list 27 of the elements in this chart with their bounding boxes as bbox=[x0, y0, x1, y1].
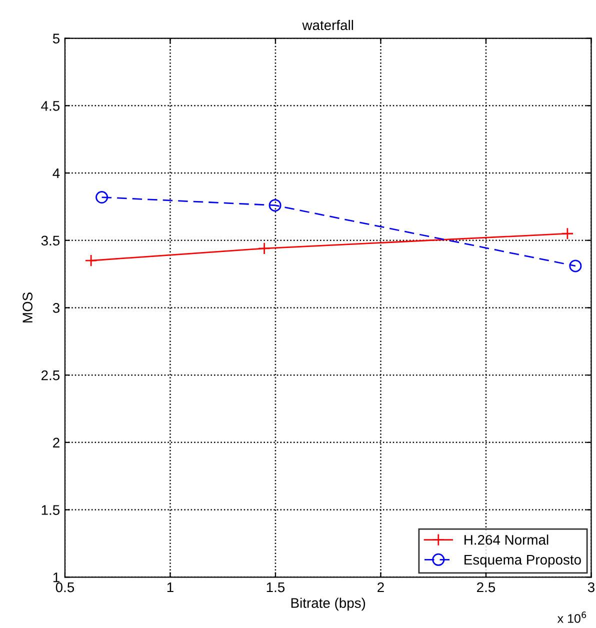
x-tick-label: 1.5 bbox=[266, 582, 285, 592]
y-tick-label: 3 bbox=[52, 303, 60, 313]
x-tick-label: 3 bbox=[588, 582, 594, 592]
point bbox=[96, 191, 108, 204]
y-tick-label: 2.5 bbox=[41, 370, 60, 380]
y-axis-title: MOS bbox=[22, 292, 32, 322]
point bbox=[569, 260, 582, 272]
x-tick-label: 0.5 bbox=[56, 582, 74, 592]
x-axis-title: Bitrate (bps) bbox=[291, 598, 366, 611]
text: x 10$^{6}$ bbox=[557, 612, 586, 623]
point bbox=[268, 199, 282, 212]
y-tick-label: 4 bbox=[52, 168, 60, 178]
point bbox=[84, 254, 98, 267]
point bbox=[561, 227, 574, 240]
point bbox=[258, 242, 271, 255]
y-tick-label: 4.5 bbox=[41, 101, 60, 111]
y-tick-label: 5 bbox=[52, 34, 60, 44]
y-tick-label: 1.5 bbox=[42, 505, 60, 515]
x-tick-label: 2 bbox=[378, 582, 384, 592]
chart-title: waterfall bbox=[302, 20, 354, 30]
x-tick-label: 2.5 bbox=[477, 582, 496, 592]
x-tick-label: 1 bbox=[167, 582, 174, 592]
legend-label: Esquema Proposto bbox=[464, 554, 581, 568]
y-tick-label: 1 bbox=[53, 572, 60, 582]
y-tick-label: 3.5 bbox=[41, 236, 60, 246]
legend-label: H.264 Normal bbox=[464, 534, 548, 545]
y-tick-label: 2 bbox=[53, 438, 60, 448]
